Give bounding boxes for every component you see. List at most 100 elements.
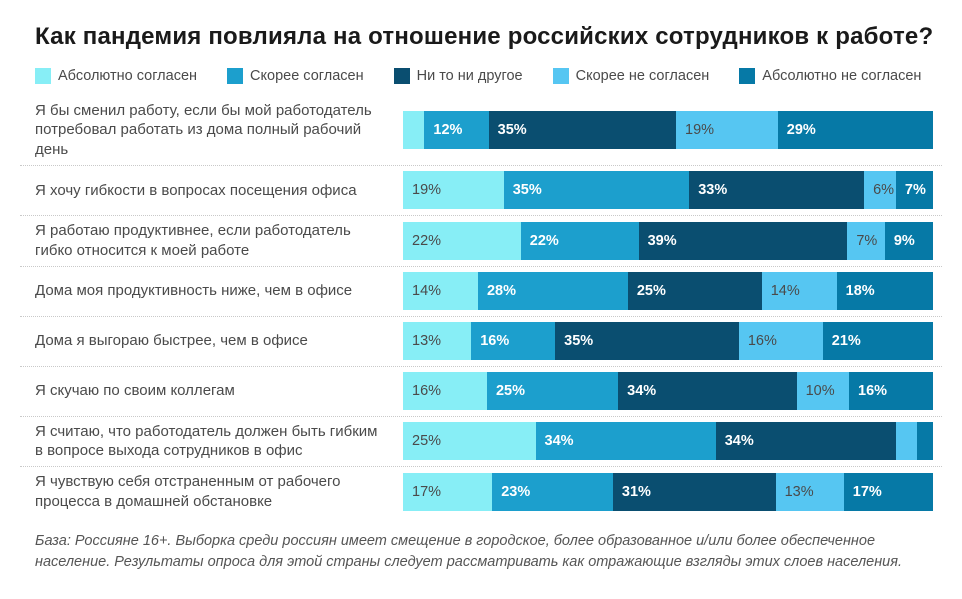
legend-swatch-icon (35, 67, 51, 84)
bar-segment: 35% (555, 322, 739, 361)
legend-swatch-icon (393, 67, 410, 84)
bar-segment: 17% (843, 473, 933, 512)
segment-value-label: 19% (412, 182, 442, 199)
segment-value-label: 35% (497, 122, 527, 139)
segment-value-label: 10% (805, 383, 835, 400)
segment-value-label: 17% (412, 484, 442, 501)
segment-value-label: 22% (529, 232, 559, 249)
chart-row: Я работаю продуктивнее, если работодател… (20, 216, 942, 267)
segment-value-label: 19% (685, 122, 715, 139)
segment-value-label: 16% (858, 383, 888, 400)
bar-segment: 39% (638, 221, 848, 260)
chart-row: Я скучаю по своим коллегам 16% 25% 34% 10% 16… (20, 367, 942, 417)
segment-value-label: 28% (486, 283, 516, 300)
bar-segment: 16% (403, 372, 487, 411)
stacked-bar: 13% 16% 35% 16% 21% (403, 322, 933, 361)
stacked-bar: 16% 25% 34% 10% 16% (403, 372, 933, 411)
segment-value-label: 39% (647, 232, 677, 249)
bar-segment: 9% (884, 221, 933, 260)
bar-segment: 16% (471, 322, 556, 361)
row-category-label: Я чувствую себя отстраненным от рабочего… (35, 473, 341, 511)
bar-segment: 25% (486, 372, 619, 411)
legend-item: Скорее согласен (227, 67, 364, 84)
bar-segment: 25% (627, 272, 762, 311)
row-category-label: Я работаю продуктивнее, если работодател… (35, 221, 351, 259)
segment-value-label: 25% (412, 433, 442, 450)
segment-value-label: 35% (564, 333, 594, 350)
segment-value-label: 17% (852, 484, 882, 501)
stacked-bar: 17% 23% 31% 13% 17% (403, 473, 933, 512)
bar-segment (403, 111, 425, 150)
page-title: Как пандемия повлияла на отношение росси… (35, 23, 934, 50)
segment-value-label: 29% (786, 122, 816, 139)
segment-value-label: 6% (873, 182, 895, 199)
bar-segment: 31% (612, 473, 776, 512)
segment-value-label: 7% (856, 232, 878, 249)
bar-segment: 33% (689, 171, 865, 210)
bar-segment: 14% (403, 272, 478, 311)
segment-value-label: 14% (412, 283, 442, 300)
bar-segment: 23% (492, 473, 613, 512)
segment-value-label: 22% (412, 232, 442, 249)
source-note: База: Россияне 16+. Выборка среди россия… (35, 533, 903, 571)
legend-item: Абсолютно не согласен (739, 67, 922, 84)
segment-value-label: 21% (831, 333, 861, 350)
legend-swatch-icon (552, 67, 569, 84)
legend-item: Скорее не согласен (552, 67, 710, 84)
segment-value-label: 33% (698, 182, 728, 199)
legend-label: Абсолютно согласен (58, 67, 198, 84)
row-category-label: Я бы сменил работу, если бы мой работода… (35, 101, 372, 159)
bar-segment: 18% (836, 272, 934, 311)
segment-value-label: 7% (904, 182, 926, 199)
bar-segment: 13% (403, 322, 472, 361)
legend-label: Абсолютно не согласен (762, 67, 922, 84)
segment-value-label: 13% (784, 484, 814, 501)
legend: Абсолютно согласен Скорее согласен Ни то н… (35, 67, 942, 84)
segment-value-label: 25% (495, 383, 525, 400)
segment-value-label: 16% (412, 383, 442, 400)
bar-segment: 7% (895, 171, 933, 210)
bar-segment: 16% (738, 322, 823, 361)
bar-segment: 29% (777, 111, 934, 150)
segment-value-label: 9% (893, 232, 915, 249)
bar-segment: 34% (535, 422, 716, 461)
segment-value-label: 16% (747, 333, 777, 350)
bar-segment: 12% (424, 111, 489, 150)
chart-row: Дома моя продуктивность ниже, чем в офис… (20, 267, 942, 317)
chart-row: Я бы сменил работу, если бы мой работода… (20, 96, 942, 166)
bar-segment (895, 422, 918, 461)
bar-segment: 13% (775, 473, 844, 512)
segment-value-label: 31% (621, 484, 651, 501)
row-category-label: Я считаю, что работодатель должен быть г… (35, 422, 378, 460)
legend-label: Скорее согласен (250, 67, 364, 84)
segment-value-label: 35% (512, 182, 542, 199)
bar-segment: 25% (403, 422, 536, 461)
bar-segment: 14% (761, 272, 837, 311)
bar-segment: 16% (849, 372, 933, 411)
chart-row: Я считаю, что работодатель должен быть г… (20, 417, 942, 468)
legend-swatch-icon (227, 67, 244, 84)
bar-segment: 17% (403, 473, 493, 512)
chart-row: Дома я выгораю быстрее, чем в офисе 13% 16… (20, 317, 942, 367)
bar-segment: 10% (796, 372, 850, 411)
bar-segment: 19% (403, 171, 504, 210)
chart-row: Я хочу гибкости в вопросах посещения офи… (20, 166, 942, 216)
segment-value-label: 16% (480, 333, 510, 350)
bar-segment: 21% (822, 322, 933, 361)
bar-segment (917, 422, 934, 461)
stacked-bar: 12% 35% 19% 29% (403, 111, 934, 150)
segment-value-label: 12% (433, 122, 463, 139)
bar-segment: 35% (503, 171, 690, 210)
bar-segment: 34% (715, 422, 896, 461)
row-category-label: Дома моя продуктивность ниже, чем в офис… (35, 282, 353, 300)
chart-row: Я чувствую себя отстраненным от рабочего… (20, 467, 942, 517)
segment-value-label: 13% (412, 333, 442, 350)
legend-item: Ни то ни другое (393, 67, 523, 84)
legend-label: Скорее не согласен (575, 67, 710, 84)
segment-value-label: 23% (501, 484, 531, 501)
page: Как пандемия повлияла на отношение росси… (0, 20, 962, 599)
bar-segment: 6% (864, 171, 896, 210)
segment-value-label: 34% (627, 383, 657, 400)
segment-value-label: 25% (636, 283, 666, 300)
legend-label: Ни то ни другое (416, 67, 523, 84)
